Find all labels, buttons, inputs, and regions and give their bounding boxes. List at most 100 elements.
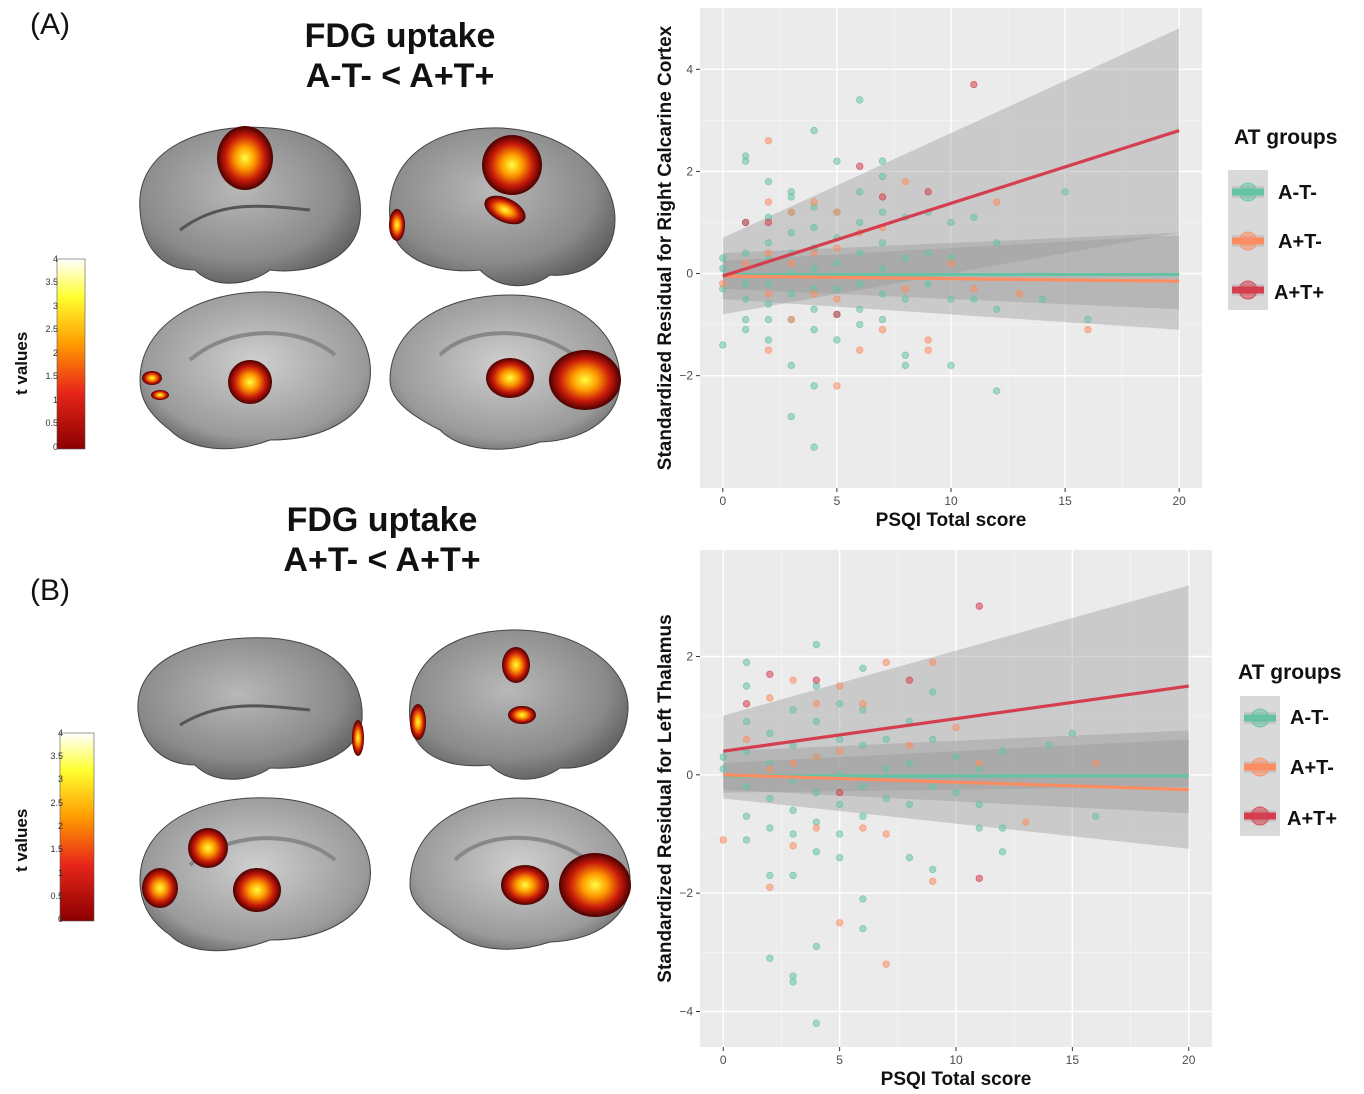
brain-b-medial-left-cluster-1 [188, 828, 228, 868]
chart-a-point [833, 285, 841, 293]
chart-b-ytick-label: 0 [686, 768, 693, 782]
chart-b-point [859, 824, 867, 832]
colorbar-a-label: t values [12, 331, 31, 395]
colorbar-b-gradient [59, 732, 95, 922]
chart-b-point [859, 812, 867, 820]
chart-a-point [856, 280, 864, 288]
chart-a-point [787, 193, 795, 201]
chart-b-point [952, 753, 960, 761]
chart-b-point [835, 830, 844, 838]
chart-a-point [810, 326, 818, 334]
chart-a-point [833, 382, 841, 390]
chart-a-point [992, 239, 1001, 247]
chart-b-point [812, 848, 821, 856]
chart-b-fit-line [723, 773, 1189, 792]
chart-b-point [905, 759, 914, 767]
chart-a-point [947, 259, 955, 267]
brain-b-medial-left-cluster-2 [233, 868, 281, 912]
chart-a-point [741, 249, 750, 257]
panel-a-title: FDG uptake A-T- < A+T+ [190, 16, 610, 96]
chart-b-point [882, 765, 890, 773]
chart-a-point [741, 326, 750, 334]
panel-b-title-line2: A+T- < A+T+ [283, 541, 481, 579]
chart-b-point [859, 783, 867, 791]
chart-a-point [810, 305, 818, 313]
legend-b-keys [1240, 696, 1280, 836]
chart-a-point [856, 218, 864, 227]
chart-a-point [1061, 188, 1069, 196]
chart-a-point [970, 285, 978, 293]
brain-b-lateral-left-cluster [352, 720, 364, 756]
chart-b-point [835, 788, 844, 797]
chart-b-xtick-label: 10 [949, 1053, 963, 1067]
chart-b-point [789, 806, 797, 814]
chart-b-xtick-label: 0 [720, 1053, 727, 1067]
chart-b-point [766, 824, 774, 832]
chart-a-point [719, 280, 727, 288]
chart-a-point [787, 361, 795, 370]
chart-b-point [812, 824, 821, 832]
brain-b-medial-left [139, 797, 371, 952]
brain-a-medial-left-cluster-2 [142, 371, 162, 385]
colorbar-b-ticks: 4 3.5 3 2.5 2 1.5 1 0.5 0 [45, 728, 63, 929]
chart-b-xtick-label: 20 [1182, 1053, 1196, 1067]
chart-b-point [905, 741, 914, 749]
chart-a-xtick-label: 10 [944, 494, 958, 508]
brain-b-lateral-left-sulcus [179, 704, 311, 727]
chart-a-point [833, 295, 841, 303]
a-legend-point [1238, 182, 1258, 202]
chart-b-point [766, 765, 774, 773]
chart-b-point [882, 830, 890, 838]
chart-a-ytick-label: 2 [686, 164, 693, 178]
chart-b-point [789, 759, 797, 767]
chart-b-point [719, 753, 727, 761]
chart-a-point [970, 213, 978, 222]
brain-a-lateral-right-cluster-1 [482, 135, 542, 195]
scatter-b: 0 5 10 15 20 −4 −2 0 2 PSQI Total score Standardiz… [655, 550, 1212, 1090]
chart-b-point [975, 874, 983, 883]
chart-a-point [810, 126, 818, 135]
chart-b-point [882, 658, 890, 667]
chart-a-point [741, 218, 750, 227]
chart-b-point [952, 788, 960, 797]
chart-a-point [856, 188, 864, 196]
chart-a-point [833, 208, 841, 216]
b-legend-point [1250, 757, 1270, 777]
chart-b-point [742, 717, 751, 726]
chart-a-xtick-label: 0 [719, 494, 726, 508]
chart-a-point [741, 280, 750, 288]
chart-a-fit-line [722, 129, 1180, 278]
chart-a-point [741, 295, 750, 303]
chart-b-point [766, 794, 774, 803]
chart-b-point [929, 735, 937, 743]
chart-a-ci-ribbon [722, 28, 1180, 315]
colorbar-a-tick: 3 [52, 301, 58, 311]
chart-a-point [947, 218, 955, 227]
colorbar-b-tick: 0.5 [50, 891, 63, 901]
chart-b-point [812, 717, 821, 726]
chart-b-point [719, 836, 727, 844]
chart-a-point [764, 346, 773, 354]
panel-a-label: (A) [30, 8, 70, 41]
chart-a-point [992, 305, 1001, 313]
colorbar-b-tick: 2 [57, 821, 63, 831]
chart-a-point [901, 285, 910, 293]
chart-b-point [835, 854, 844, 862]
chart-a-point [1015, 290, 1024, 298]
chart-a-point [833, 157, 841, 165]
chart-b-point [929, 688, 937, 696]
colorbar-a-tick: 2 [52, 348, 58, 358]
brain-a-lateral-right [389, 127, 616, 287]
chart-a-point [764, 280, 773, 288]
chart-a-point [787, 290, 795, 298]
brain-a-lateral-right-cluster-2 [484, 195, 526, 225]
b-legend-point [1250, 708, 1270, 728]
brain-surface-maps [137, 126, 631, 952]
chart-b-point [859, 700, 867, 708]
chart-a-point [833, 336, 841, 344]
chart-b-point [812, 942, 821, 951]
brain-b-lateral-right-cluster-3 [410, 704, 426, 740]
colorbar-a [56, 258, 86, 450]
chart-a-xtick-label: 5 [834, 494, 841, 508]
legend-a-keys [1228, 170, 1268, 310]
